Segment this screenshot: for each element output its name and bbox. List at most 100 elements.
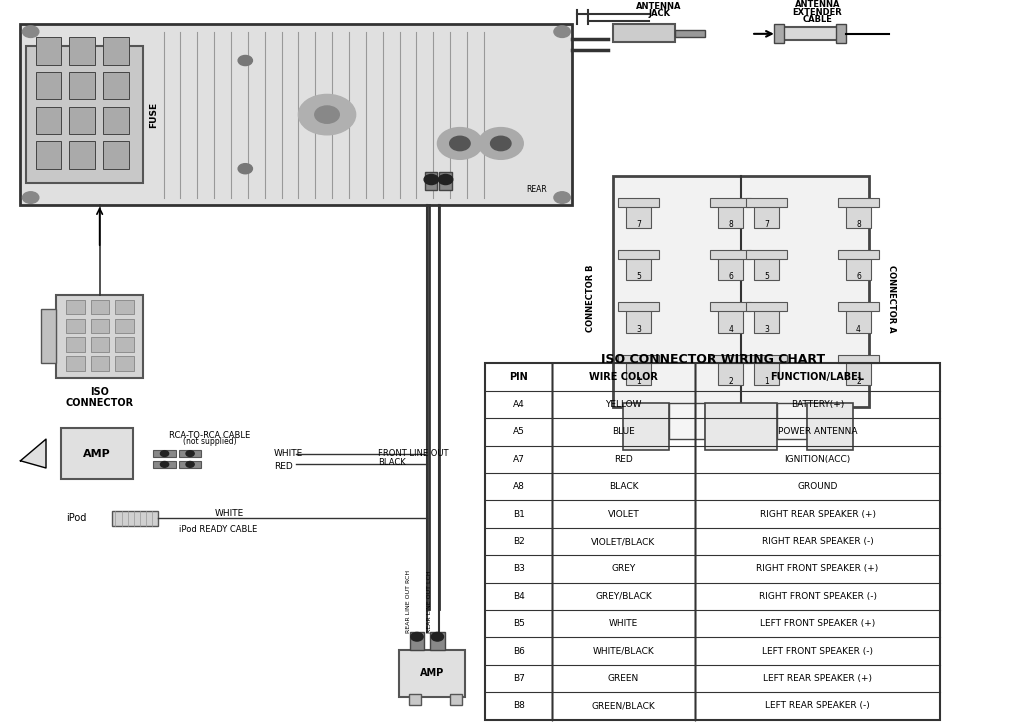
Bar [718, 356, 743, 385]
Bar [626, 356, 651, 385]
Text: JACK: JACK [648, 9, 670, 18]
Bar [153, 460, 176, 468]
Bar [705, 403, 777, 450]
Bar [153, 450, 176, 457]
Bar [69, 141, 95, 169]
Text: POWER ANTENNA: POWER ANTENNA [778, 427, 857, 437]
Text: B8: B8 [513, 702, 524, 710]
Text: GREEN/BLACK: GREEN/BLACK [592, 702, 655, 710]
Text: BATTERY(+): BATTERY(+) [791, 400, 844, 409]
Text: RED: RED [274, 462, 292, 471]
Bar [69, 106, 95, 134]
Text: RIGHT REAR SPEAKER (-): RIGHT REAR SPEAKER (-) [761, 537, 874, 546]
Text: 2: 2 [856, 377, 861, 386]
Bar [66, 356, 85, 371]
Bar [626, 304, 651, 333]
Text: B5: B5 [513, 619, 524, 628]
Text: LEFT FRONT SPEAKER (+): LEFT FRONT SPEAKER (+) [760, 619, 875, 628]
Text: LEFT REAR SPEAKER (+): LEFT REAR SPEAKER (+) [763, 674, 872, 683]
Text: A7: A7 [513, 455, 524, 464]
Bar [430, 631, 445, 649]
Circle shape [450, 136, 470, 151]
Text: ISO: ISO [90, 387, 109, 397]
Text: GREY: GREY [611, 565, 636, 573]
Text: 3: 3 [764, 324, 769, 334]
Bar [91, 300, 109, 314]
Circle shape [315, 106, 339, 123]
Text: iPod: iPod [66, 513, 87, 523]
Circle shape [478, 127, 523, 159]
Bar [754, 199, 779, 228]
Bar [439, 172, 452, 190]
Bar [623, 403, 669, 450]
Bar [626, 252, 651, 280]
Bar [613, 25, 675, 43]
Bar [66, 300, 85, 314]
Circle shape [186, 461, 194, 467]
Bar [26, 46, 143, 183]
Text: CONNECTOR A: CONNECTOR A [887, 265, 895, 332]
Bar [777, 403, 807, 439]
Circle shape [160, 461, 169, 467]
Bar [36, 106, 61, 134]
Text: CONNECTOR B: CONNECTOR B [587, 265, 595, 332]
Text: B4: B4 [513, 592, 524, 601]
Text: WHITE: WHITE [215, 509, 244, 518]
Bar [846, 304, 871, 333]
Bar [754, 356, 779, 385]
Text: 6: 6 [856, 272, 861, 282]
Circle shape [438, 174, 453, 185]
Circle shape [238, 56, 252, 66]
Text: ANTENNA: ANTENNA [795, 1, 840, 9]
Text: ANTENNA: ANTENNA [637, 2, 682, 11]
Bar [838, 303, 879, 311]
Text: WHITE/BLACK: WHITE/BLACK [593, 647, 654, 656]
Circle shape [22, 26, 39, 38]
Bar [710, 303, 751, 311]
Bar [613, 176, 869, 407]
Bar [103, 38, 129, 65]
Bar [746, 251, 787, 259]
Text: VIOLET: VIOLET [607, 510, 640, 518]
Bar [61, 429, 133, 479]
Bar [450, 694, 462, 705]
Text: EXTENDER: EXTENDER [793, 8, 842, 17]
Bar [91, 356, 109, 371]
Bar [782, 28, 838, 41]
Bar [20, 25, 572, 205]
Text: VIOLET/BLACK: VIOLET/BLACK [592, 537, 655, 546]
Text: AMP: AMP [420, 668, 444, 678]
Circle shape [22, 192, 39, 203]
Text: REAR LINE OUT LCH: REAR LINE OUT LCH [427, 570, 431, 633]
Bar [115, 319, 134, 333]
Text: CABLE: CABLE [802, 15, 833, 24]
Text: AMP: AMP [83, 449, 111, 458]
Circle shape [491, 136, 511, 151]
Bar [754, 304, 779, 333]
Bar [36, 141, 61, 169]
Text: 1: 1 [764, 377, 769, 386]
Text: 7: 7 [764, 220, 769, 229]
Text: 4: 4 [856, 324, 861, 334]
Bar [399, 649, 465, 696]
Circle shape [424, 174, 438, 185]
Text: GROUND: GROUND [797, 482, 838, 492]
Text: 7: 7 [637, 220, 641, 229]
Circle shape [238, 164, 252, 174]
Text: LEFT FRONT SPEAKER (-): LEFT FRONT SPEAKER (-) [762, 647, 873, 656]
Text: ISO CONNECTOR WIRING CHART: ISO CONNECTOR WIRING CHART [601, 353, 825, 366]
Text: 1: 1 [637, 377, 641, 386]
Text: FUNCTION/LABEL: FUNCTION/LABEL [771, 372, 865, 382]
Text: 3: 3 [637, 324, 641, 334]
Bar [618, 355, 659, 363]
Text: RED: RED [614, 455, 633, 464]
Bar [807, 403, 853, 450]
Bar [846, 356, 871, 385]
Bar [846, 199, 871, 228]
Text: RIGHT FRONT SPEAKER (+): RIGHT FRONT SPEAKER (+) [756, 565, 879, 573]
Text: FRONT LINE OUT: FRONT LINE OUT [378, 449, 449, 458]
Text: CONNECTOR: CONNECTOR [65, 398, 134, 408]
Text: B3: B3 [513, 565, 524, 573]
Circle shape [411, 632, 423, 641]
Text: 4: 4 [729, 324, 733, 334]
